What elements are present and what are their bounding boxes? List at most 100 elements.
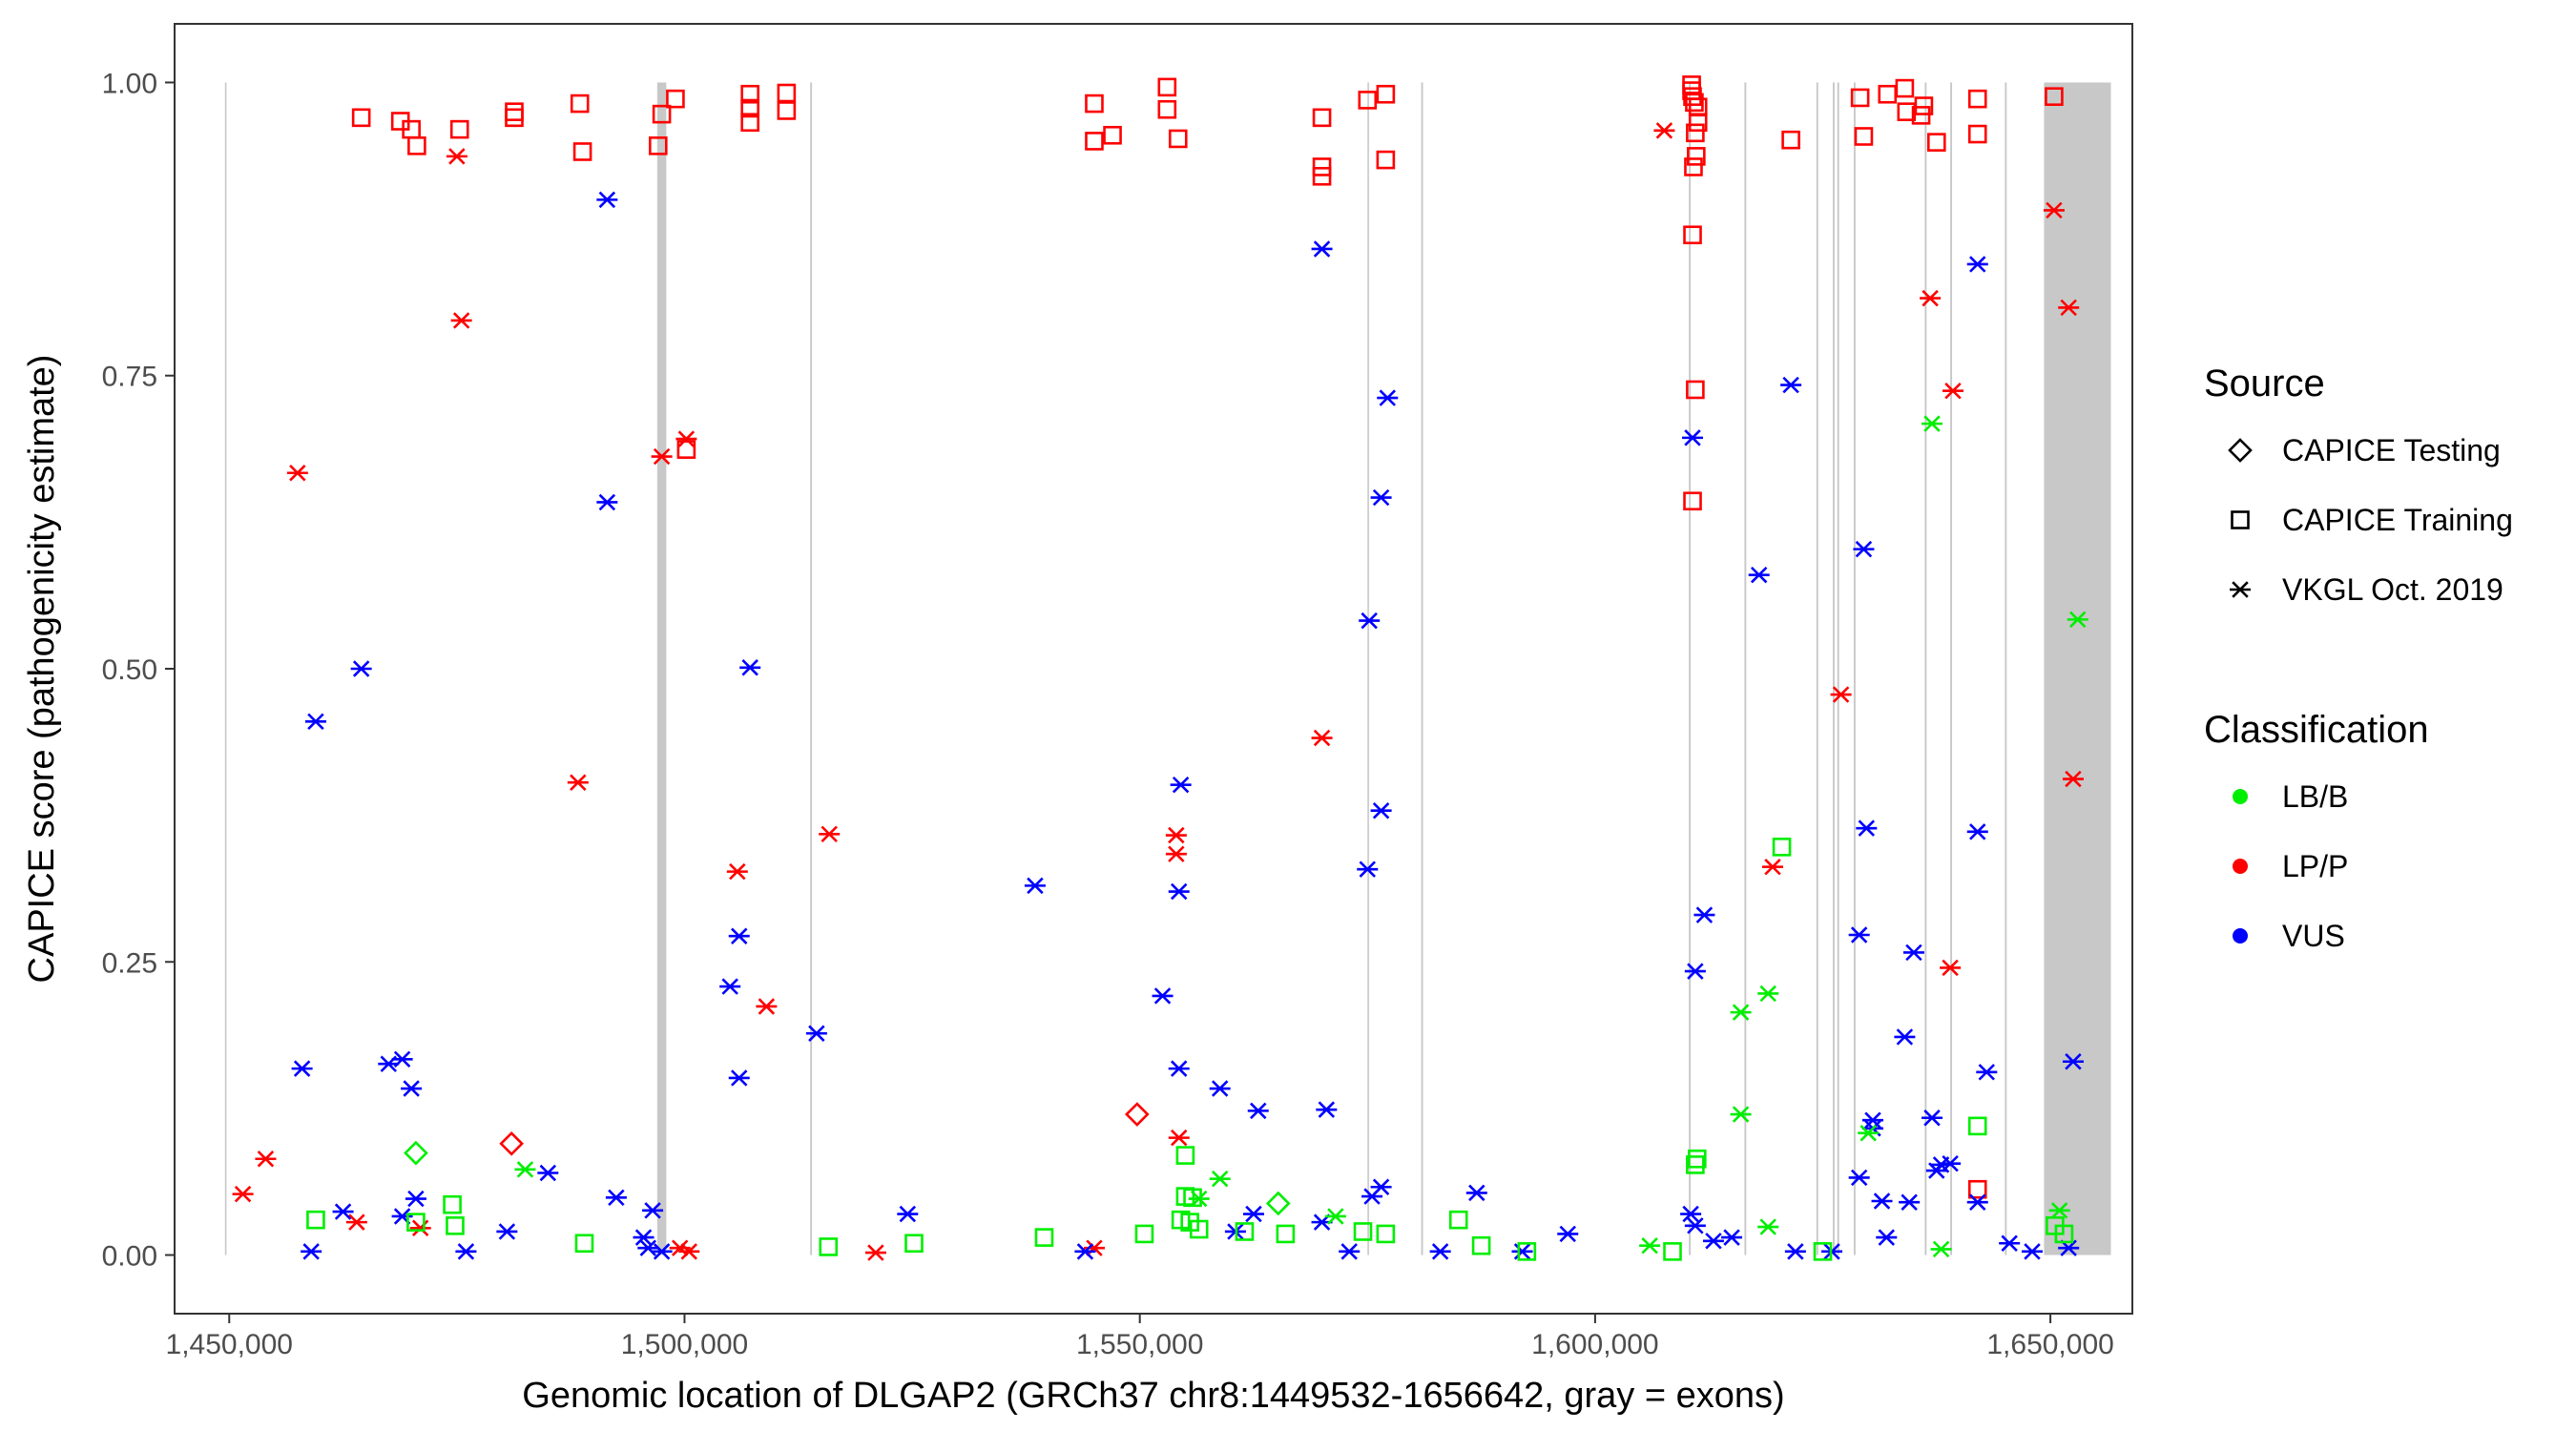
legend: Source CAPICE Testing CAPICE Training VKGL… <box>2204 363 2513 953</box>
legend-source-items: CAPICE Testing CAPICE Training VKGL Oct. 2… <box>2228 433 2513 607</box>
data-point <box>605 1189 627 1207</box>
data-point <box>1966 1193 1988 1211</box>
data-point <box>351 108 371 128</box>
data-point <box>1730 1004 1752 1021</box>
data-point <box>1871 1192 1893 1210</box>
data-point <box>1853 540 1875 558</box>
data-point <box>1377 389 1399 406</box>
data-point <box>642 1202 664 1219</box>
data-point <box>719 978 741 995</box>
data-point <box>2048 1202 2070 1219</box>
data-point <box>1683 225 1702 245</box>
data-point <box>443 1194 462 1214</box>
data-point <box>1684 157 1703 176</box>
data-point <box>1170 776 1192 794</box>
data-point <box>1940 959 1962 977</box>
data-point <box>1370 1178 1392 1195</box>
data-point <box>1967 1179 1987 1199</box>
data-point <box>678 1243 700 1260</box>
data-point <box>1639 1236 1661 1255</box>
data-point <box>286 465 308 482</box>
data-point <box>407 136 426 156</box>
data-point <box>1856 819 1878 837</box>
data-point <box>1311 729 1333 747</box>
data-point <box>739 659 761 676</box>
data-point <box>1152 987 1174 1005</box>
data-point <box>648 136 668 156</box>
data-point <box>1930 1240 1952 1258</box>
data-point <box>1927 133 1946 152</box>
data-point <box>633 1229 654 1246</box>
x-tick-label: 1,450,000 <box>166 1329 293 1360</box>
data-point <box>1085 93 1104 114</box>
data-point <box>405 1190 426 1208</box>
exon-band <box>810 82 813 1255</box>
exon-band <box>1367 82 1369 1255</box>
data-point <box>1730 1106 1752 1123</box>
data-point <box>666 89 685 109</box>
data-point <box>1663 1242 1682 1261</box>
exon-band <box>2044 82 2111 1255</box>
data-point <box>505 108 524 128</box>
exon-band <box>1924 82 1927 1255</box>
y-tick-label: 0.25 <box>102 947 157 979</box>
legend-class-items: LB/B LP/P VUS <box>2233 779 2348 953</box>
data-point <box>1376 150 1396 170</box>
axes: 1,450,000 1,500,000 1,550,000 1,600,000 1,65… <box>102 68 2114 1360</box>
data-point <box>728 1069 750 1087</box>
data-point <box>2062 770 2084 788</box>
data-point <box>777 101 797 120</box>
data-point <box>391 1050 413 1068</box>
legend-class-key <box>2233 928 2248 944</box>
y-axis-title: CAPICE score (pathogenicity estimate) <box>22 355 62 984</box>
data-point <box>1895 78 1915 98</box>
data-point <box>740 113 759 133</box>
legend-class-key <box>2233 789 2248 804</box>
data-point <box>1684 963 1706 980</box>
data-point <box>1762 858 1784 876</box>
data-point <box>1686 1155 1705 1174</box>
data-point <box>1999 1234 2021 1252</box>
legend-class-label: VUS <box>2282 919 2345 953</box>
data-point <box>1103 125 1122 145</box>
data-point <box>1813 1242 1833 1261</box>
y-tick-label: 0.75 <box>102 362 157 393</box>
data-point <box>805 1025 827 1042</box>
data-point <box>1085 132 1104 151</box>
data-point <box>1359 612 1381 630</box>
data-point <box>2045 87 2064 107</box>
data-point <box>1772 838 1792 857</box>
data-point <box>1165 845 1187 862</box>
data-point <box>570 93 590 114</box>
data-point <box>756 998 778 1015</box>
legend-source-title: Source <box>2204 363 2325 404</box>
data-point <box>1189 1219 1209 1239</box>
data-point <box>2022 1243 2044 1260</box>
data-point <box>1894 1028 1916 1046</box>
data-point <box>1748 566 1770 584</box>
legend-class-key <box>2233 859 2248 874</box>
data-point <box>2058 299 2080 317</box>
data-point <box>1653 122 1675 139</box>
data-point <box>1235 1222 1255 1241</box>
data-point <box>496 1223 518 1240</box>
data-point <box>596 493 618 511</box>
data-point <box>1312 157 1332 176</box>
legend-class-label: LP/P <box>2282 849 2348 883</box>
data-point <box>1370 488 1392 507</box>
exon-band <box>1837 82 1839 1255</box>
data-point <box>819 825 841 843</box>
data-point <box>1858 1125 1880 1142</box>
exon-band <box>1853 82 1856 1255</box>
data-point <box>345 1213 367 1231</box>
data-points <box>232 75 2088 1261</box>
data-point <box>567 774 589 791</box>
data-point <box>1183 1188 1202 1208</box>
data-point <box>232 1185 254 1203</box>
data-point <box>904 1234 924 1254</box>
data-point <box>1848 926 1870 944</box>
data-point <box>1830 686 1852 703</box>
exon-band <box>1744 82 1747 1255</box>
data-point <box>406 1213 426 1232</box>
